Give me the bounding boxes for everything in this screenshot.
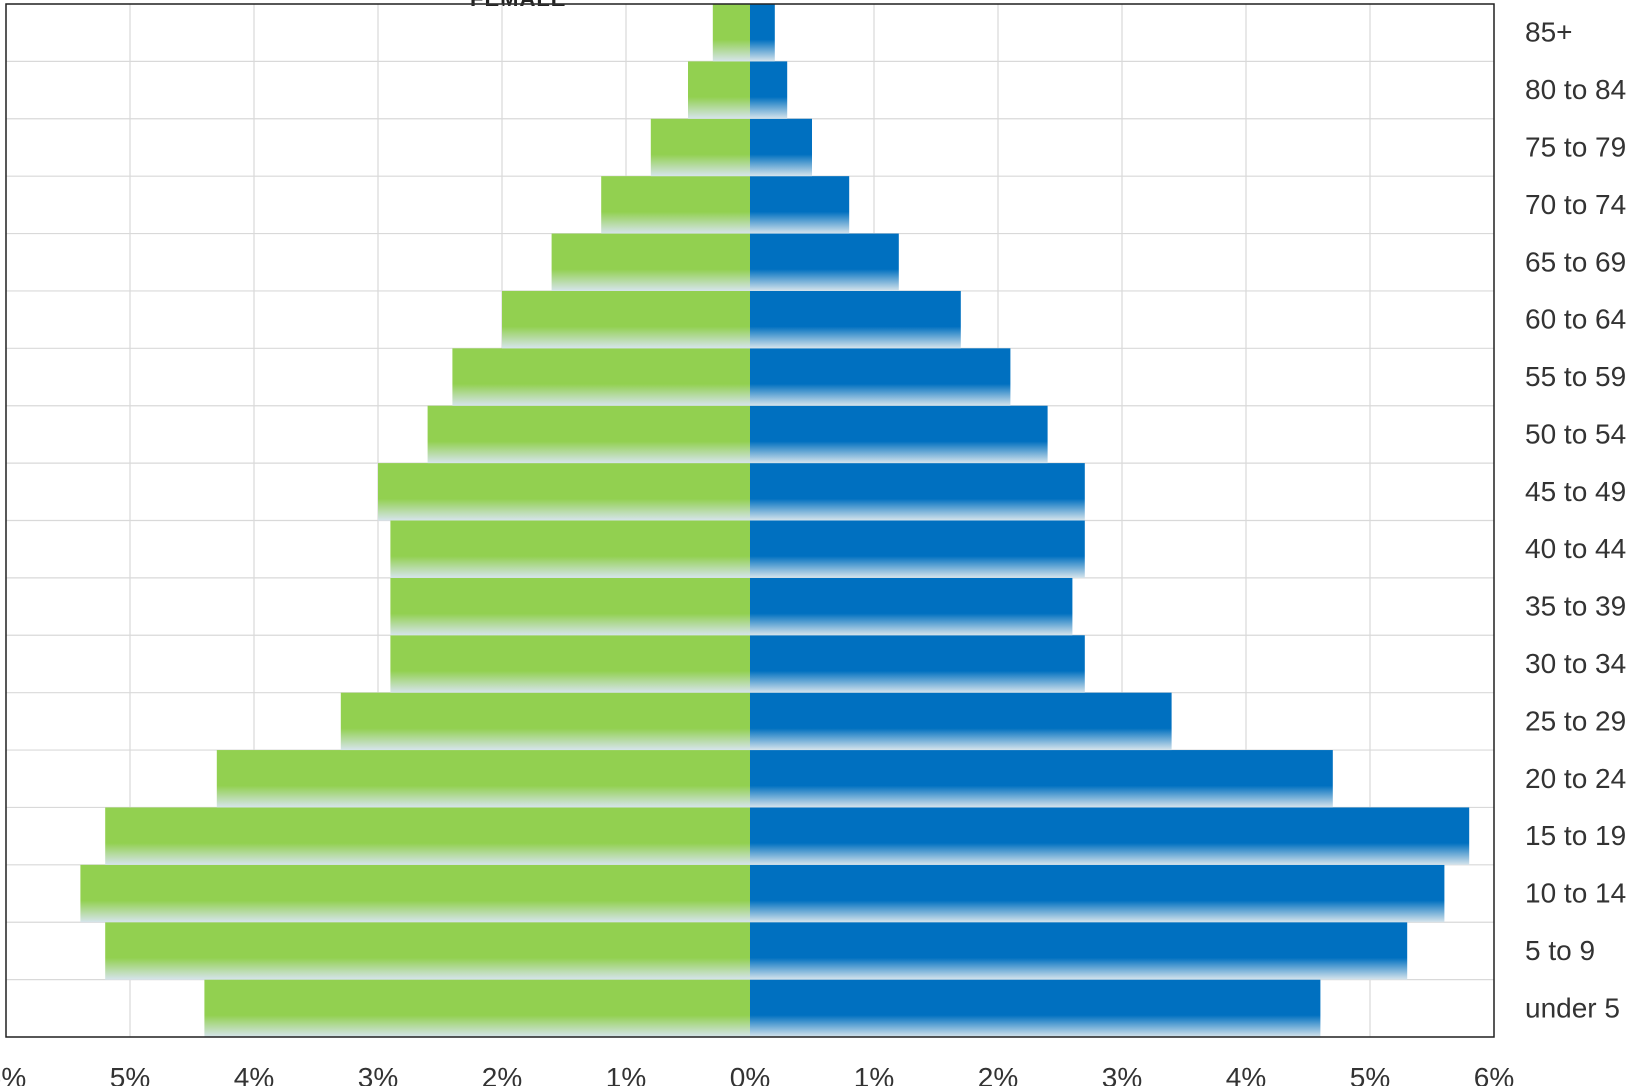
category-label: 70 to 74 xyxy=(1525,189,1626,220)
bar-left-1 xyxy=(105,922,750,980)
category-label: 80 to 84 xyxy=(1525,74,1626,105)
category-label: 15 to 19 xyxy=(1525,820,1626,851)
bar-right-3 xyxy=(750,807,1470,865)
bar-right-14 xyxy=(750,176,850,234)
category-label: 40 to 44 xyxy=(1525,533,1626,564)
x-tick-label: 2% xyxy=(978,1062,1018,1086)
bar-left-15 xyxy=(650,118,750,177)
bar-left-2 xyxy=(80,864,750,923)
bar-left-6 xyxy=(390,635,750,693)
bar-right-7 xyxy=(750,577,1073,636)
bar-right-12 xyxy=(750,290,961,349)
category-label: 45 to 49 xyxy=(1525,476,1626,507)
bar-left-10 xyxy=(427,405,750,464)
bar-right-8 xyxy=(750,520,1085,578)
category-label: 50 to 54 xyxy=(1525,418,1626,449)
x-tick-label: 3% xyxy=(1102,1062,1142,1086)
bar-left-9 xyxy=(378,463,750,521)
bar-left-13 xyxy=(551,233,750,291)
bar-left-4 xyxy=(216,750,751,808)
category-label: 35 to 39 xyxy=(1525,591,1626,622)
bar-right-13 xyxy=(750,233,899,291)
x-tick-label: 4% xyxy=(1226,1062,1266,1086)
bar-left-17 xyxy=(712,4,750,62)
category-label: under 5 xyxy=(1525,992,1620,1023)
bar-right-2 xyxy=(750,864,1445,923)
x-tick-labels: 6% 5% 4% 3% 2% 1% 0% 1% 2% 3% 4% 5% 6% xyxy=(0,1062,1514,1086)
bar-left-16 xyxy=(688,61,750,119)
x-tick-label: 1% xyxy=(606,1062,646,1086)
x-tick-label: 6% xyxy=(0,1062,26,1086)
bar-left-12 xyxy=(502,290,750,349)
bar-right-11 xyxy=(750,348,1011,406)
bar-right-17 xyxy=(750,4,775,62)
category-label: 65 to 69 xyxy=(1525,246,1626,277)
category-label: 55 to 59 xyxy=(1525,361,1626,392)
bar-left-3 xyxy=(105,807,750,865)
bar-right-10 xyxy=(750,405,1048,464)
x-tick-label: 5% xyxy=(1350,1062,1390,1086)
bar-right-4 xyxy=(750,750,1333,808)
bar-right-16 xyxy=(750,61,788,119)
category-label: 60 to 64 xyxy=(1525,304,1626,335)
bar-left-0 xyxy=(204,979,750,1037)
x-tick-label: 1% xyxy=(854,1062,894,1086)
x-tick-label: 3% xyxy=(358,1062,398,1086)
category-label: 20 to 24 xyxy=(1525,763,1626,794)
plot-area-border xyxy=(5,3,1495,1038)
bar-left-7 xyxy=(390,577,750,636)
bar-left-11 xyxy=(452,348,750,406)
bar-right-9 xyxy=(750,463,1085,521)
bar-left-14 xyxy=(601,176,750,234)
x-tick-label: 2% xyxy=(482,1062,522,1086)
chart-top-label: FEMALE xyxy=(470,0,566,12)
category-label: 85+ xyxy=(1525,17,1573,48)
bar-right-6 xyxy=(750,635,1085,693)
bar-right-15 xyxy=(750,118,812,177)
bar-right-1 xyxy=(750,922,1408,980)
x-tick-label: 0% xyxy=(730,1062,770,1086)
category-label: 30 to 34 xyxy=(1525,648,1626,679)
category-label: 75 to 79 xyxy=(1525,131,1626,162)
bar-right-0 xyxy=(750,979,1321,1037)
category-labels: under 5 5 to 9 10 to 14 15 to 19 20 to 24 25 … xyxy=(1525,17,1626,1024)
bar-left-8 xyxy=(390,520,750,578)
bar-left-5 xyxy=(340,692,750,751)
category-label: 25 to 29 xyxy=(1525,705,1626,736)
category-label: 10 to 14 xyxy=(1525,878,1626,909)
x-tick-label: 4% xyxy=(234,1062,274,1086)
x-tick-label: 6% xyxy=(1474,1062,1514,1086)
bars xyxy=(80,4,1470,1037)
x-tick-label: 5% xyxy=(110,1062,150,1086)
category-label: 5 to 9 xyxy=(1525,935,1595,966)
bar-right-5 xyxy=(750,692,1172,751)
